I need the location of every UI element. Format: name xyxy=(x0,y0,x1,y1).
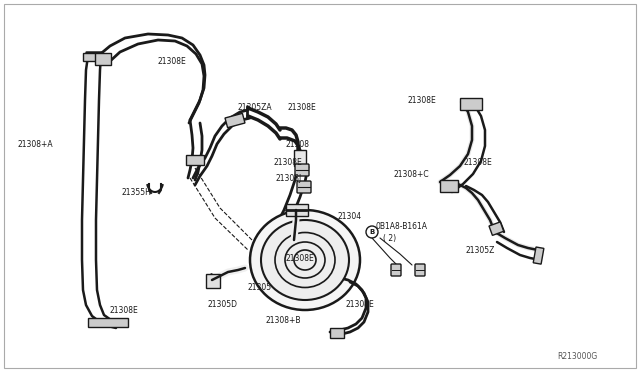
Text: 21305: 21305 xyxy=(248,283,272,292)
Bar xyxy=(460,98,482,110)
Text: 21305Z: 21305Z xyxy=(465,246,494,255)
Text: 0B1A8-B161A: 0B1A8-B161A xyxy=(376,222,428,231)
Text: 21308E: 21308E xyxy=(273,158,301,167)
Text: 21308E: 21308E xyxy=(157,57,186,66)
Text: 21304: 21304 xyxy=(338,212,362,221)
Bar xyxy=(286,204,308,216)
Text: 21308E: 21308E xyxy=(288,103,317,112)
Text: 21305D: 21305D xyxy=(207,300,237,309)
Bar xyxy=(440,180,458,192)
Text: 21355H: 21355H xyxy=(121,188,151,197)
Bar xyxy=(186,155,204,165)
FancyBboxPatch shape xyxy=(415,264,425,276)
Text: ( 2): ( 2) xyxy=(383,234,396,243)
Text: B: B xyxy=(369,229,374,235)
Text: 21308+A: 21308+A xyxy=(18,140,54,149)
Text: 21308E: 21308E xyxy=(110,306,139,315)
Text: 21308E: 21308E xyxy=(286,254,315,263)
Text: 21308E: 21308E xyxy=(463,158,492,167)
Text: 21308E: 21308E xyxy=(345,300,374,309)
Bar xyxy=(489,222,504,235)
Ellipse shape xyxy=(250,210,360,310)
Text: 21308+B: 21308+B xyxy=(265,316,301,325)
Bar xyxy=(83,53,103,61)
Text: 21308E: 21308E xyxy=(408,96,436,105)
FancyBboxPatch shape xyxy=(295,164,309,176)
Text: 21308+C: 21308+C xyxy=(393,170,429,179)
Bar xyxy=(262,252,276,262)
Bar xyxy=(88,318,128,327)
Text: 21308: 21308 xyxy=(285,140,309,149)
Text: R213000G: R213000G xyxy=(557,352,598,361)
FancyBboxPatch shape xyxy=(391,264,401,276)
Bar xyxy=(294,150,306,166)
Bar xyxy=(330,328,344,338)
Text: 21305ZA: 21305ZA xyxy=(237,103,271,112)
Bar xyxy=(206,274,220,288)
Ellipse shape xyxy=(261,220,349,300)
Bar xyxy=(95,53,111,65)
Text: 21308J: 21308J xyxy=(275,174,301,183)
Bar xyxy=(225,113,245,128)
Bar xyxy=(533,247,544,264)
FancyBboxPatch shape xyxy=(297,181,311,193)
